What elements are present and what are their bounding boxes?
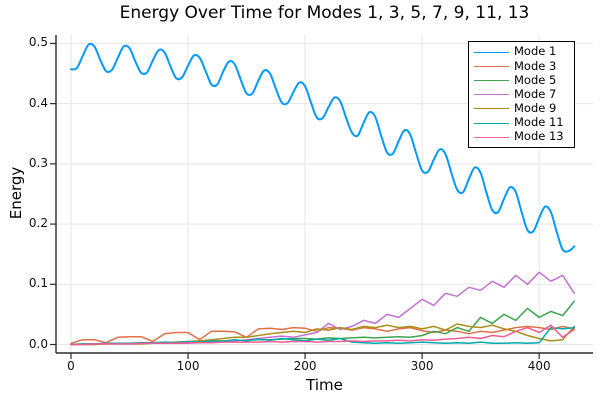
legend-item: Mode 11 xyxy=(474,116,574,130)
x-tick-label: 300 xyxy=(410,359,434,373)
legend-label: Mode 1 xyxy=(514,44,557,59)
legend-line-sample xyxy=(474,94,509,96)
x-tick-label: 400 xyxy=(527,359,551,373)
legend-line-sample xyxy=(474,108,509,110)
y-tick-label: 0.3 xyxy=(28,155,48,170)
legend-label: Mode 5 xyxy=(514,72,557,87)
y-tick-label: 0.5 xyxy=(28,35,48,50)
legend-line-sample xyxy=(474,136,509,138)
legend-item: Mode 13 xyxy=(474,130,574,144)
series-line-mode-1 xyxy=(70,42,576,253)
legend-item: Mode 7 xyxy=(474,88,574,102)
legend-item: Mode 1 xyxy=(474,45,574,59)
legend-item: Mode 3 xyxy=(474,59,574,73)
legend-line-sample xyxy=(474,122,509,124)
legend-line-sample xyxy=(474,79,509,81)
series-line-mode-13 xyxy=(70,324,576,346)
y-tick-label: 0.4 xyxy=(28,95,48,110)
legend-label: Mode 13 xyxy=(514,129,564,144)
x-tick-label: 100 xyxy=(176,359,200,373)
x-tick-label: 200 xyxy=(293,359,317,373)
series-line-mode-5 xyxy=(70,300,576,346)
legend-item: Mode 5 xyxy=(474,73,574,87)
chart-title: Energy Over Time for Modes 1, 3, 5, 7, 9… xyxy=(119,3,530,23)
legend-label: Mode 11 xyxy=(514,115,564,130)
legend-label: Mode 3 xyxy=(514,58,557,73)
y-tick-label: 0.2 xyxy=(28,216,48,231)
legend-line-sample xyxy=(474,51,509,53)
legend: Mode 1 Mode 3 Mode 5 Mode 7 Mode 9 Mode 11 Mod… xyxy=(468,41,575,149)
legend-line-sample xyxy=(474,65,509,67)
series-line-mode-7 xyxy=(70,271,576,346)
legend-item: Mode 9 xyxy=(474,102,574,116)
y-tick-label: 0.1 xyxy=(28,276,48,291)
x-axis-label: Time xyxy=(306,376,343,394)
legend-label: Mode 7 xyxy=(514,86,557,101)
x-tick-label: 0 xyxy=(67,359,75,373)
y-tick-label: 0.0 xyxy=(28,336,48,351)
legend-label: Mode 9 xyxy=(514,101,557,116)
